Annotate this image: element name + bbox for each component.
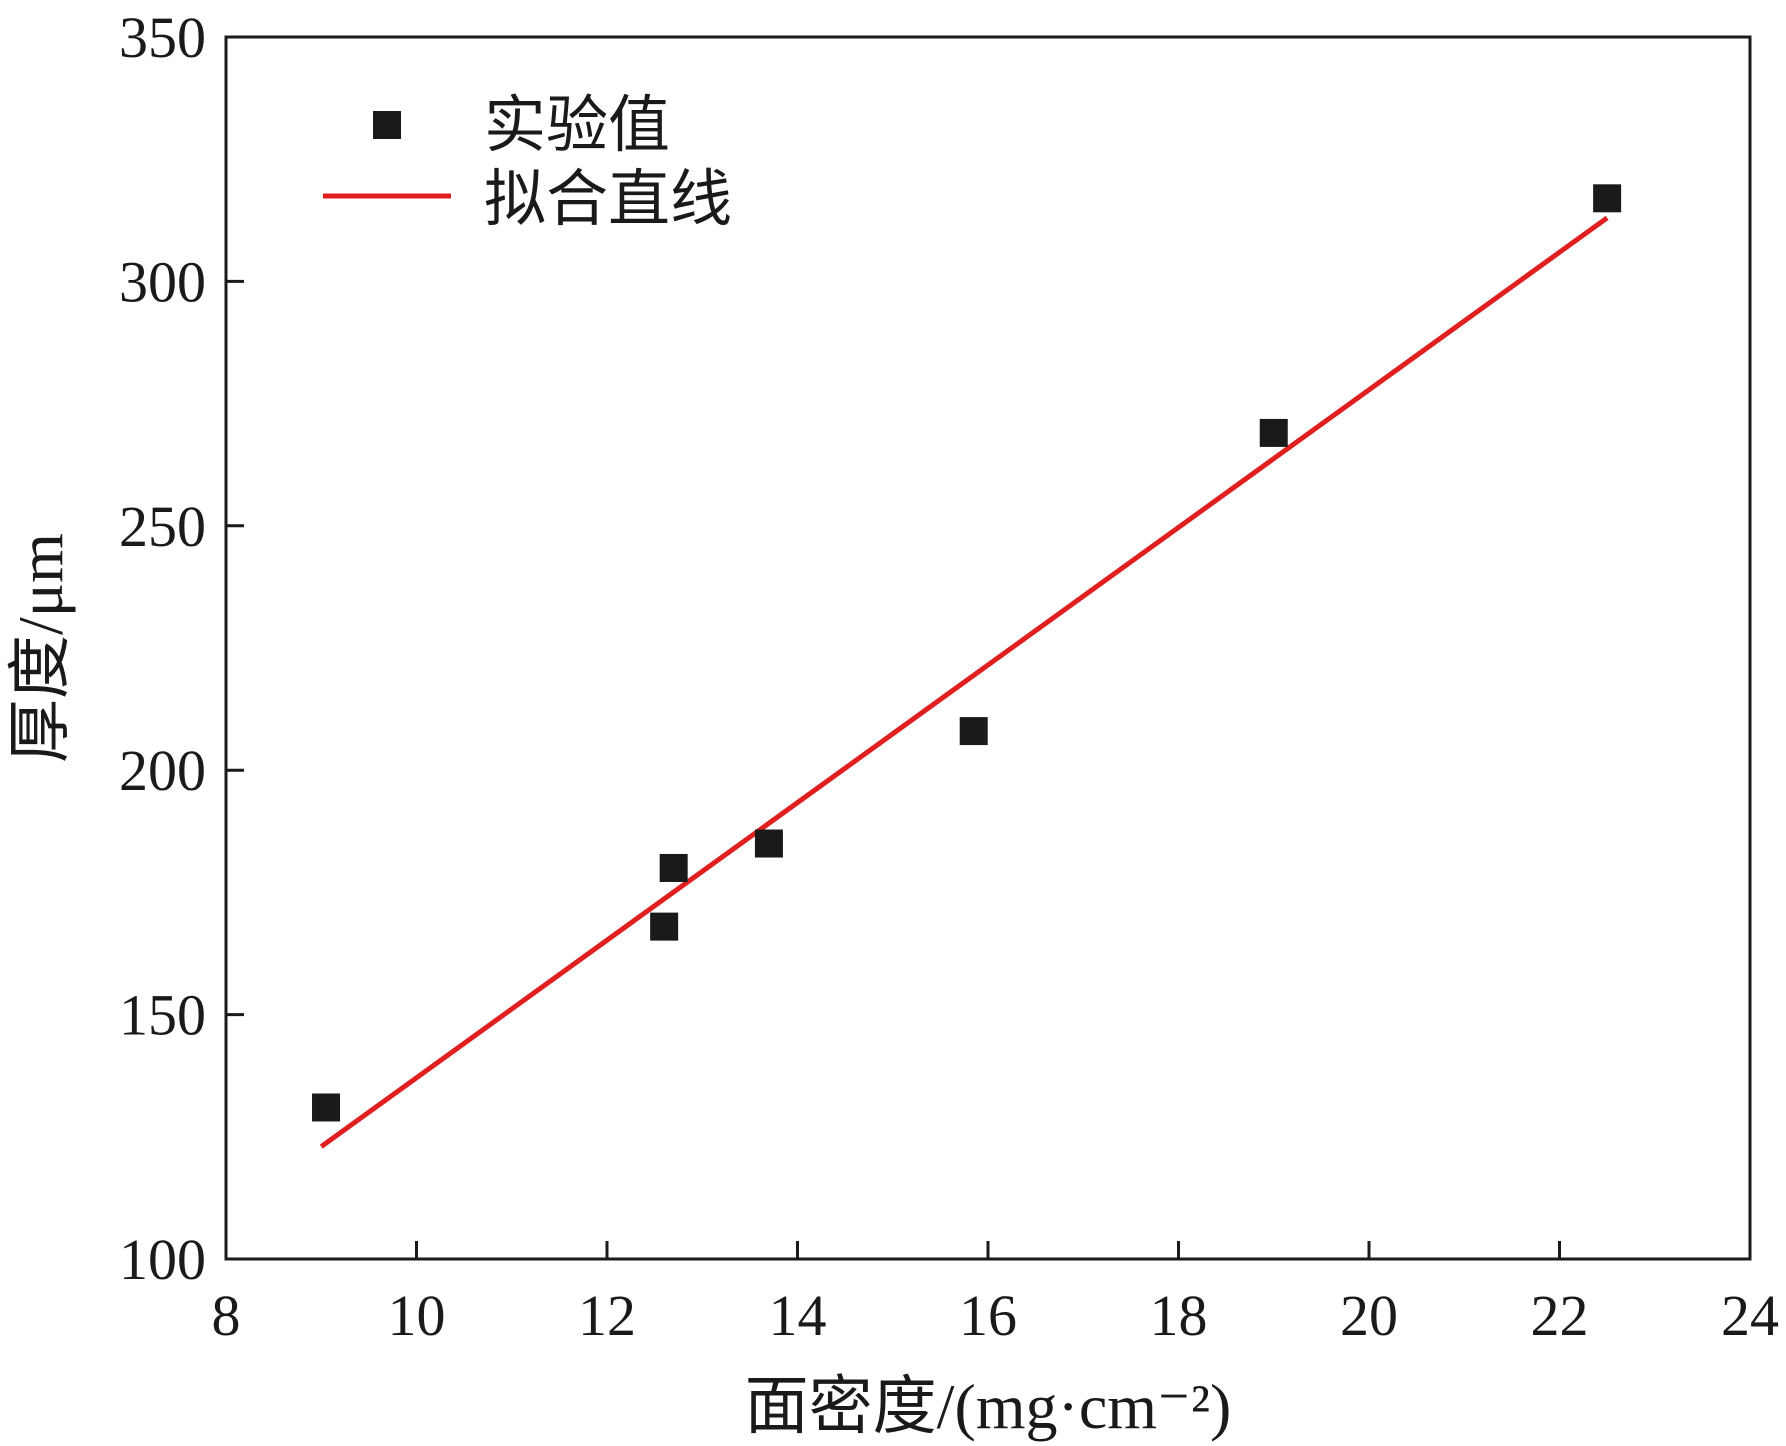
legend-marker-square [373, 111, 401, 139]
y-tick-label: 350 [119, 5, 206, 70]
x-tick-label: 12 [578, 1283, 636, 1348]
x-tick-label: 20 [1340, 1283, 1398, 1348]
y-tick-label: 300 [119, 249, 206, 314]
legend-label-experimental: 实验值 [484, 92, 670, 160]
x-tick-label: 10 [388, 1283, 446, 1348]
x-axis-ticks: 8 10 12 14 16 18 20 22 24 [212, 1241, 1779, 1348]
fit-line [319, 215, 1609, 1149]
x-tick-label: 22 [1531, 1283, 1589, 1348]
x-tick-label: 8 [212, 1283, 241, 1348]
plot-frame [224, 35, 1752, 1261]
fit-line-layer [319, 215, 1609, 1149]
y-tick-label: 200 [119, 738, 206, 803]
data-point [659, 853, 688, 882]
data-point [312, 1093, 341, 1122]
legend: 实验值 拟合直线 [323, 92, 732, 234]
data-point [754, 829, 783, 858]
x-tick-label: 24 [1721, 1283, 1779, 1348]
y-tick-label: 250 [119, 494, 206, 559]
x-axis-label: 面密度/(mg·cm⁻²) [745, 1371, 1232, 1442]
x-tick-label: 18 [1150, 1283, 1208, 1348]
x-tick-label: 16 [959, 1283, 1017, 1348]
data-point [1593, 184, 1622, 213]
y-tick-label: 150 [119, 983, 206, 1048]
data-point [1259, 418, 1288, 447]
legend-label-fit: 拟合直线 [484, 166, 732, 234]
y-tick-label: 100 [119, 1227, 206, 1292]
x-tick-label: 14 [769, 1283, 827, 1348]
y-axis-label: 厚度/μm [5, 533, 76, 763]
scatter-points-layer [312, 184, 1622, 1122]
data-point [959, 717, 988, 746]
data-point [650, 912, 679, 941]
y-axis-ticks: 100 150 200 250 300 350 [119, 5, 244, 1292]
